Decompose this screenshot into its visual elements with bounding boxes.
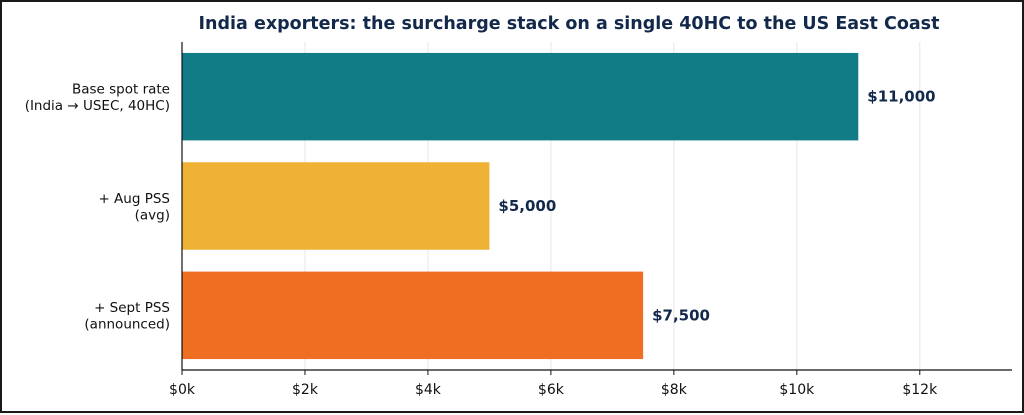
- bars: [182, 52, 859, 360]
- bar-1: [182, 52, 859, 141]
- x-tick-label: $10k: [779, 382, 815, 398]
- category-label: + Aug PSS: [98, 191, 170, 207]
- category-label: Base spot rate: [72, 81, 170, 97]
- category-label: (announced): [84, 317, 170, 333]
- data-label-2: $5,000: [498, 197, 556, 215]
- x-tick-label: $8k: [661, 382, 688, 398]
- x-tick-label: $4k: [415, 382, 442, 398]
- category-label: (avg): [135, 207, 170, 223]
- x-tick-label: $2k: [292, 382, 319, 398]
- x-tick-label: $6k: [538, 382, 565, 398]
- x-tick-label: $0k: [169, 382, 196, 398]
- chart-title: India exporters: the surcharge stack on …: [199, 14, 940, 34]
- data-label-1: $11,000: [867, 88, 935, 106]
- labels: $11,000 Base spot rate(India → USEC, 40HC…: [25, 81, 938, 398]
- bar-2: [182, 162, 490, 250]
- x-tick-label: $12k: [902, 382, 938, 398]
- bar-3: [182, 271, 644, 360]
- category-label: (India → USEC, 40HC): [25, 98, 170, 114]
- axes: [181, 42, 1012, 375]
- category-label: + Sept PSS: [94, 300, 170, 316]
- data-label-3: $7,500: [652, 306, 710, 324]
